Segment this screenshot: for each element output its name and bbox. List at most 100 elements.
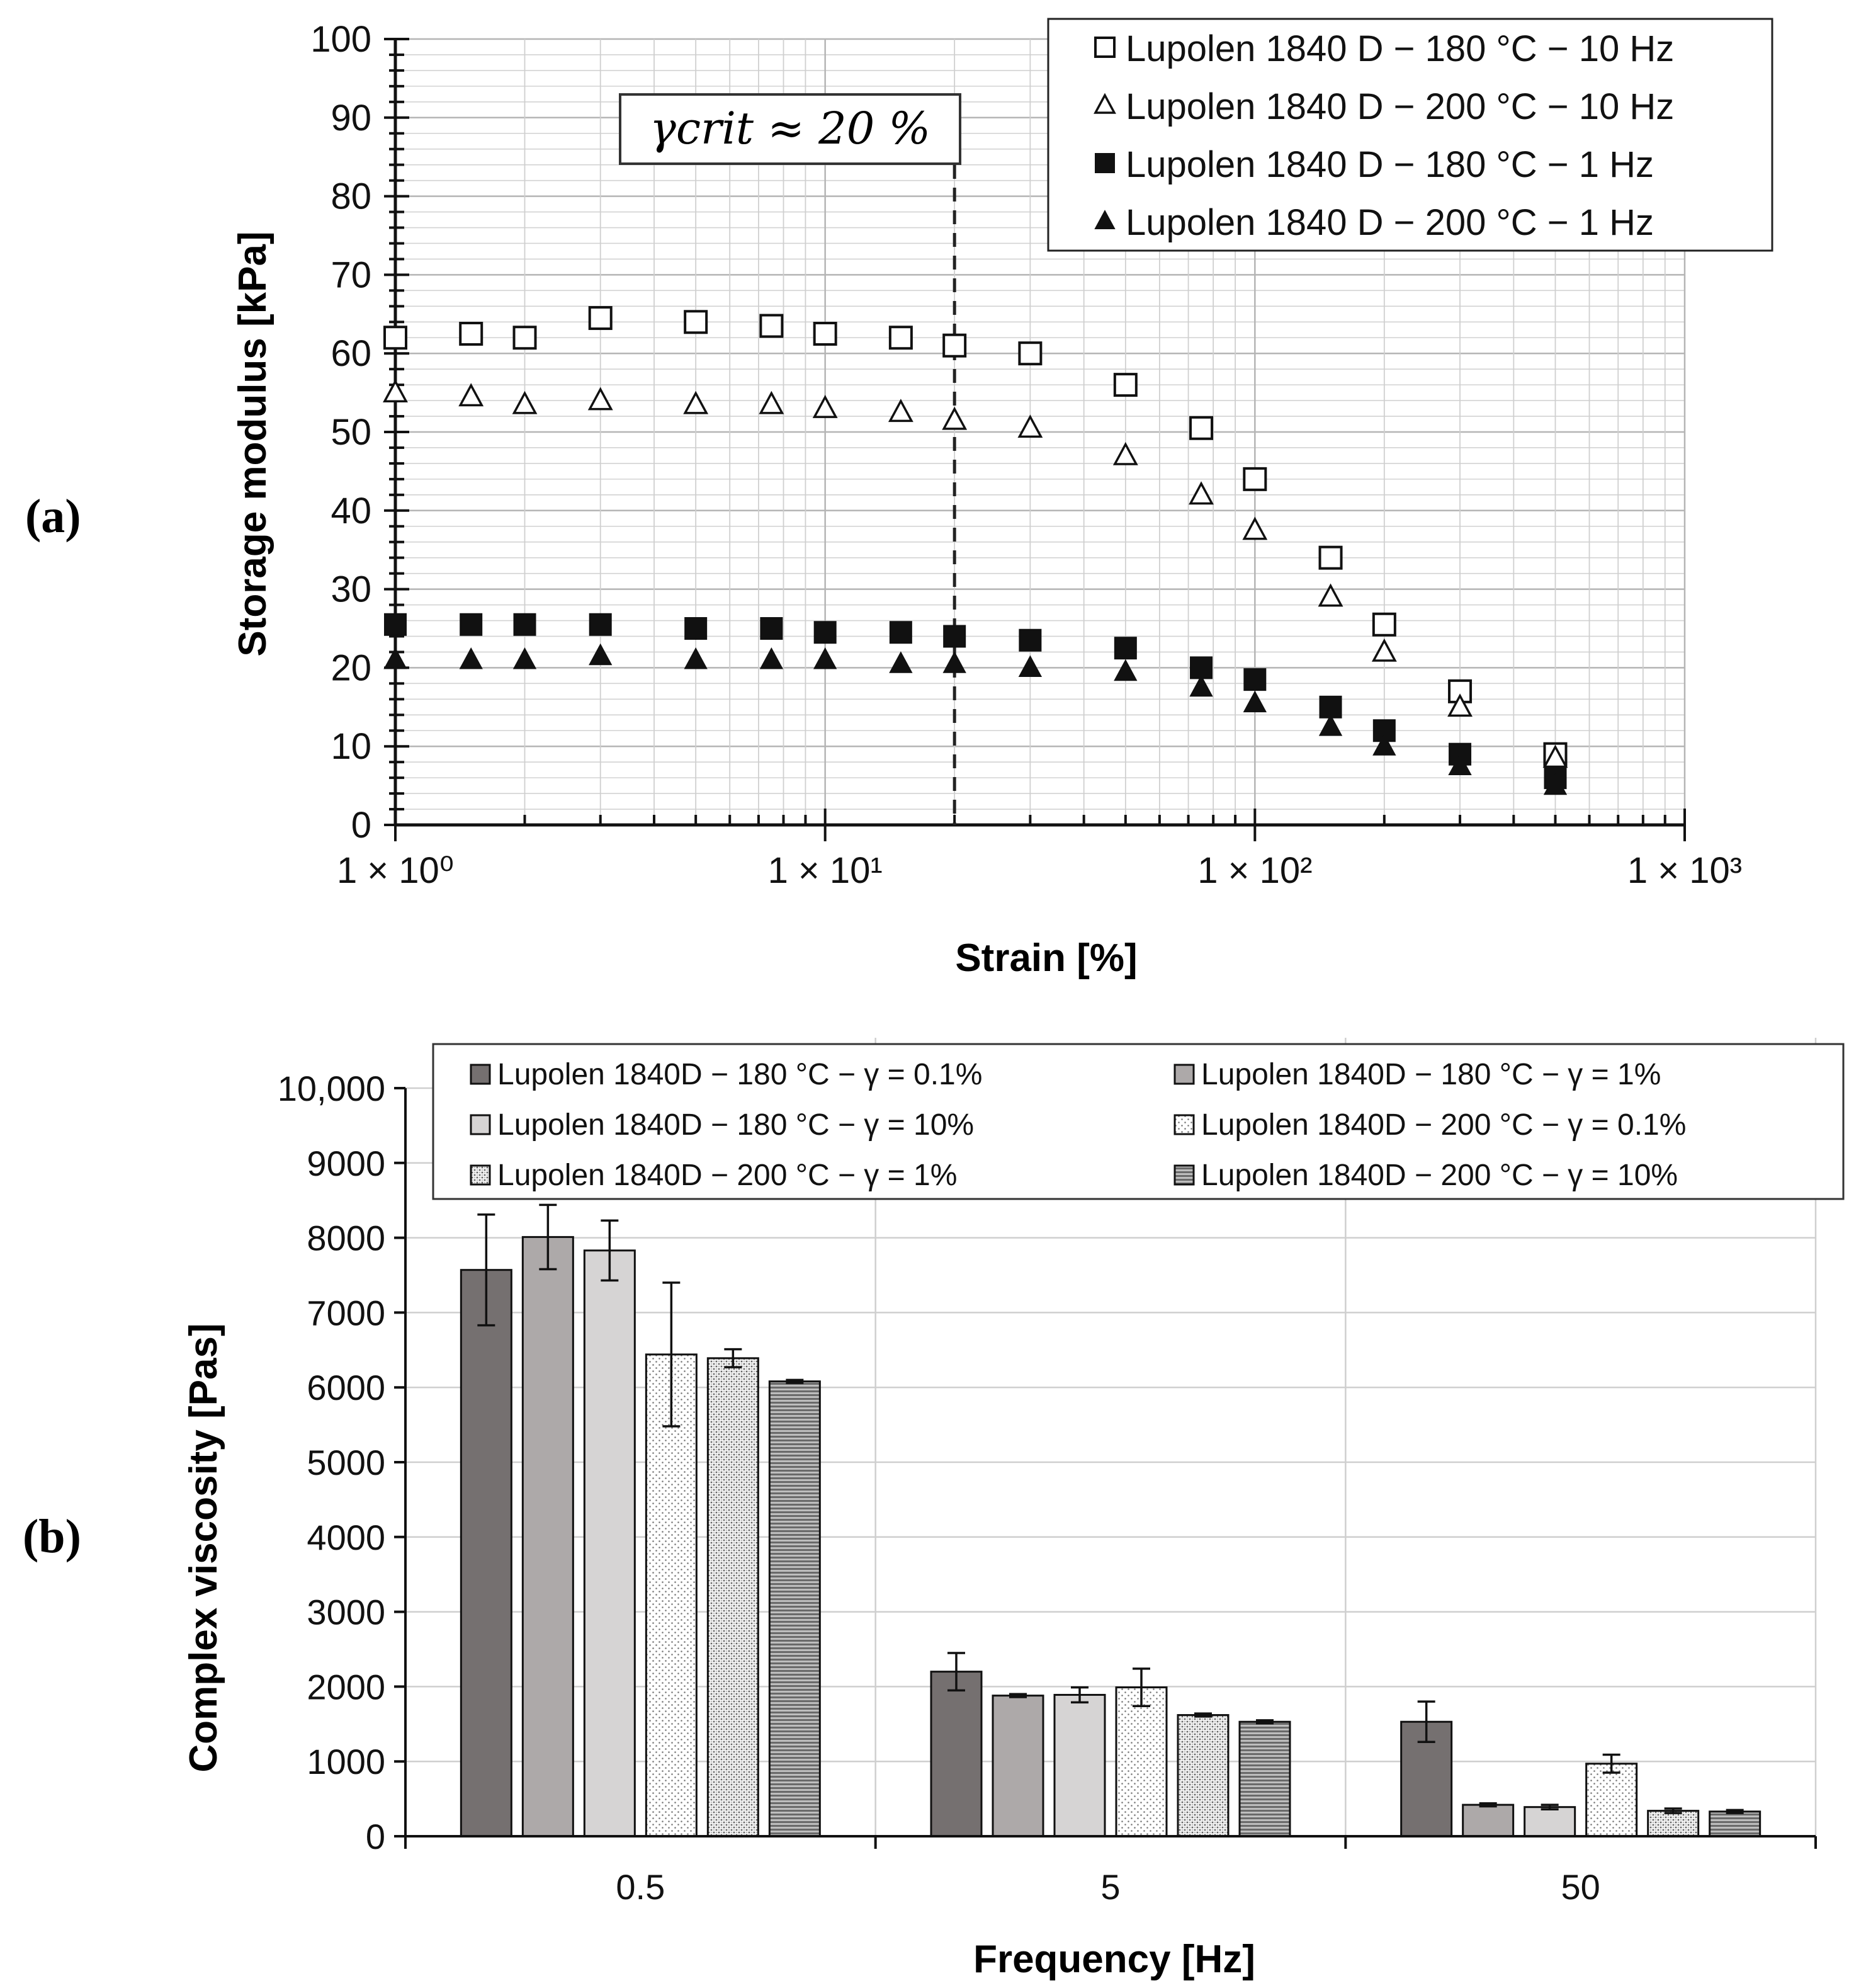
- chart-b-y-tick-labels: 0 1000 2000 3000 4000 5000 6000 7000 8000 9000 10,…: [278, 1069, 385, 1856]
- chart-a-point: [684, 617, 708, 640]
- chart-a-y-tick-label: 50: [331, 412, 371, 453]
- chart-b-x-tick-labels: 0.5 5 50: [616, 1867, 1600, 1907]
- chart-b-bar: [706, 1357, 759, 1837]
- chart-b-bar: [1053, 1693, 1106, 1837]
- chart-a-point: [1019, 628, 1042, 652]
- chart-a-point: [383, 326, 407, 350]
- chart-a-point: [587, 387, 613, 411]
- chart-b-legend-label: Lupolen 1840D − 200 °C − γ = 0.1%: [1201, 1108, 1686, 1142]
- chart-b-bar: [992, 1695, 1044, 1837]
- chart-a-point: [1447, 693, 1473, 717]
- chart-b-y-tick-label: 2000: [307, 1667, 385, 1707]
- chart-a-x-axis-title: Strain [%]: [955, 936, 1137, 980]
- chart-b-bar: [1115, 1686, 1168, 1837]
- chart-a-point: [1189, 416, 1214, 440]
- chart-a-point: [512, 390, 538, 414]
- chart-b-x-tick-label: 5: [1100, 1867, 1120, 1907]
- chart-b-legend: Lupolen 1840D − 180 °C − γ = 0.1% Lupolen…: [432, 1043, 1845, 1200]
- chart-a-point: [759, 647, 784, 669]
- chart-a-point: [1318, 545, 1343, 570]
- chart-a-point: [1190, 656, 1213, 679]
- chart-b-y-tick-label: 8000: [307, 1218, 385, 1258]
- chart-a-point: [1543, 773, 1568, 795]
- chart-a-point: [942, 333, 967, 358]
- chart-b-bar: [1177, 1714, 1230, 1837]
- critical-strain-annotation: γcrit ≈ 20 %: [619, 93, 961, 825]
- chart-a-legend-box: [1047, 18, 1773, 252]
- chart-a-legend-label: Lupolen 1840 D − 180 °C − 10 Hz: [1126, 28, 1674, 69]
- chart-a-point: [1372, 612, 1396, 637]
- chart-b-legend-label: Lupolen 1840D − 180 °C − γ = 1%: [1201, 1058, 1661, 1091]
- chart-a-point: [813, 621, 837, 644]
- chart-b-complex-viscosity: 0 1000 2000 3000 4000 5000 6000 7000 8000 9000 10,…: [182, 1038, 1845, 1981]
- chart-a-point: [1114, 637, 1137, 660]
- chart-a-point: [1243, 668, 1267, 691]
- chart-a-y-tick-label: 70: [331, 254, 371, 295]
- chart-a-x-tick-label: 1 × 10³: [1627, 850, 1742, 891]
- chart-a-point: [384, 613, 407, 636]
- chart-b-legend-swatch: [1173, 1114, 1195, 1135]
- chart-b-legend-label: Lupolen 1840D − 180 °C − γ = 10%: [497, 1108, 974, 1142]
- chart-a-point: [1243, 467, 1267, 491]
- chart-a-legend-marker: [1095, 153, 1115, 173]
- chart-b-x-axis-title: Frequency [Hz]: [973, 1938, 1255, 1981]
- chart-a-x-tick-label: 1 × 10¹: [768, 850, 883, 891]
- chart-a-legend-label: Lupolen 1840 D − 180 °C − 1 Hz: [1126, 144, 1654, 185]
- chart-b-legend-swatch: [1173, 1064, 1195, 1085]
- chart-a-series-1: [383, 306, 1568, 766]
- chart-b-bar: [930, 1671, 983, 1837]
- chart-a-series-4: [383, 643, 1568, 795]
- chart-b-y-tick-label: 9000: [307, 1144, 385, 1183]
- chart-b-legend-swatch: [470, 1064, 491, 1085]
- chart-b-y-tick-label: 0: [366, 1817, 385, 1856]
- chart-b-bar: [583, 1249, 636, 1837]
- chart-b-bar: [1585, 1763, 1638, 1837]
- chart-b-bars: [460, 1203, 1761, 1837]
- chart-a-point: [1242, 516, 1268, 540]
- chart-a-point: [1018, 655, 1043, 677]
- chart-a-point: [759, 390, 784, 414]
- chart-a-point: [589, 613, 612, 636]
- chart-b-legend-swatch: [470, 1114, 491, 1135]
- chart-a-point: [888, 326, 913, 350]
- chart-a-y-tick-label: 100: [310, 19, 371, 60]
- chart-b-bar: [460, 1269, 512, 1837]
- critical-strain-box: [619, 93, 961, 165]
- chart-a-point: [1318, 583, 1343, 607]
- panel-label-a: (a): [25, 490, 81, 543]
- chart-a-point: [1112, 441, 1138, 465]
- chart-b-y-tick-label: 10,000: [278, 1069, 385, 1108]
- chart-b-bar: [1709, 1810, 1761, 1837]
- chart-a-point: [813, 322, 837, 346]
- chart-a-point: [1017, 414, 1043, 438]
- chart-a-point: [889, 621, 912, 644]
- chart-b-y-tick-label: 6000: [307, 1368, 385, 1407]
- chart-a-point: [942, 651, 966, 673]
- chart-a-point: [512, 647, 537, 669]
- chart-a-point: [1318, 714, 1343, 736]
- chart-a-point: [1189, 481, 1214, 505]
- chart-a-legend: Lupolen 1840 D − 180 °C − 10 Hz Lupolen 1…: [1047, 18, 1773, 252]
- chart-a-y-tick-label: 90: [331, 98, 371, 139]
- chart-a-legend-label: Lupolen 1840 D − 200 °C − 1 Hz: [1126, 202, 1654, 243]
- chart-b-y-tick-label: 1000: [307, 1742, 385, 1781]
- chart-a-point: [458, 383, 484, 407]
- chart-a-legend-marker: [1094, 37, 1116, 58]
- chart-b-bar: [768, 1380, 821, 1837]
- chart-a-x-tick-labels: 1 × 10⁰ 1 × 10¹ 1 × 10² 1 × 10³: [337, 850, 1742, 891]
- chart-b-legend-label: Lupolen 1840D − 200 °C − γ = 10%: [1201, 1159, 1678, 1192]
- chart-a-y-tick-label: 20: [331, 647, 371, 688]
- chart-a-y-tick-label: 30: [331, 569, 371, 610]
- chart-a-point: [1371, 638, 1397, 662]
- chart-b-axes: [394, 1087, 1817, 1849]
- chart-a-y-tick-label: 80: [331, 176, 371, 217]
- chart-a-y-tick-labels: 0 10 20 30 40 50 60 70 80 90 100: [310, 19, 371, 846]
- chart-a-point: [588, 306, 613, 331]
- chart-a-y-tick-label: 0: [351, 805, 371, 846]
- chart-a-point: [943, 625, 966, 648]
- chart-b-y-tick-label: 3000: [307, 1593, 385, 1632]
- chart-a-y-tick-label: 60: [331, 333, 371, 374]
- chart-a-point: [512, 326, 537, 350]
- chart-a-point: [1113, 373, 1138, 397]
- chart-a-point: [684, 647, 708, 669]
